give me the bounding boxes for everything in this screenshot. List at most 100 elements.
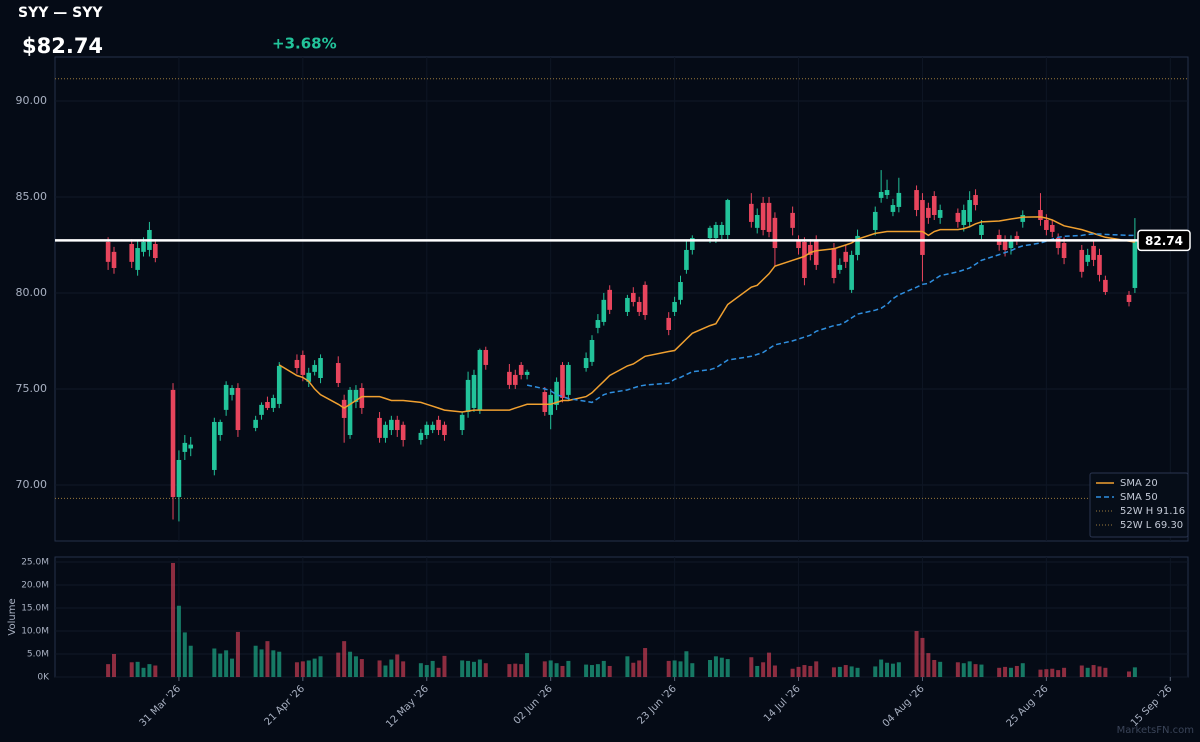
x-tick-label: 15 Sep '26 xyxy=(1129,683,1175,729)
v-tick-label: 5.0M xyxy=(27,650,49,660)
volume-bar xyxy=(424,665,429,677)
candle-body xyxy=(1038,210,1043,220)
candle-body xyxy=(796,239,801,249)
candle-body xyxy=(719,224,725,235)
candle-body xyxy=(837,264,843,270)
x-tick-label: 14 Jul '26 xyxy=(762,683,803,724)
volume-bar xyxy=(837,666,842,677)
legend-label: SMA 20 xyxy=(1120,478,1158,489)
watermark: MarketsFN.com xyxy=(1117,725,1194,736)
candle-body xyxy=(512,374,518,385)
volume-bar xyxy=(212,648,217,677)
volume-bar xyxy=(849,666,854,677)
volume-bar xyxy=(377,660,382,677)
candle-body xyxy=(459,414,465,431)
volume-bar xyxy=(967,661,972,677)
volume-bar xyxy=(513,663,518,677)
x-tick-label: 25 Aug '26 xyxy=(1005,683,1051,729)
volume-bar xyxy=(1038,669,1043,677)
volume-bar xyxy=(607,665,612,677)
volume-bar xyxy=(725,659,730,677)
volume-bar xyxy=(814,661,819,677)
y-tick-label: 80.00 xyxy=(16,286,48,299)
candle-body xyxy=(418,432,424,441)
candle-body xyxy=(1055,238,1061,249)
candle-body xyxy=(105,241,111,262)
volume-bar xyxy=(1062,667,1067,677)
volume-bar xyxy=(890,663,895,677)
candle-body xyxy=(937,210,943,218)
volume-bar xyxy=(507,664,512,677)
volume-bar xyxy=(112,654,117,677)
volume-bar xyxy=(483,663,488,677)
candle-body xyxy=(212,421,217,470)
change: +3.68% xyxy=(272,35,337,53)
volume-bar xyxy=(353,656,358,677)
candle-body xyxy=(790,212,795,228)
v-tick-label: 25.0M xyxy=(21,558,49,568)
volume-bar xyxy=(920,637,925,677)
volume-bar xyxy=(896,662,901,677)
candle-body xyxy=(914,190,919,211)
candle-body xyxy=(749,203,754,222)
volume-bar xyxy=(808,665,813,677)
volume-bar xyxy=(1126,671,1131,677)
volume-bar xyxy=(430,660,435,677)
volume-bar xyxy=(336,652,341,677)
volume-bar xyxy=(672,660,677,677)
candle-body xyxy=(849,254,854,290)
candle-body xyxy=(1091,245,1096,260)
candle-body xyxy=(1079,249,1085,272)
candle-body xyxy=(1014,235,1020,240)
x-tick-label: 12 May '26 xyxy=(384,683,431,730)
candle-body xyxy=(560,364,565,398)
volume-bar xyxy=(383,665,388,677)
candle-body xyxy=(235,387,241,431)
candle-body xyxy=(518,364,524,375)
candle-body xyxy=(253,419,258,428)
candle-body xyxy=(1085,254,1090,262)
candle-body xyxy=(394,419,400,431)
candle-body xyxy=(465,379,471,412)
volume-bar xyxy=(637,660,642,677)
volume-bar xyxy=(318,656,323,677)
x-tick-label: 21 Apr '26 xyxy=(263,683,307,727)
volume-bar xyxy=(554,663,559,677)
volume-bar xyxy=(182,632,187,677)
candle-body xyxy=(855,235,860,255)
candle-body xyxy=(554,381,559,405)
candle-body xyxy=(754,215,760,228)
volume-bar xyxy=(542,661,547,677)
volume-bar xyxy=(589,665,594,677)
x-tick-label: 31 Mar '26 xyxy=(138,683,184,729)
volume-bar xyxy=(625,656,630,677)
candle-body xyxy=(808,244,813,255)
price-panel xyxy=(54,56,1189,542)
volume-bar xyxy=(277,651,282,677)
volume-bar xyxy=(442,655,447,677)
volume-bar xyxy=(106,664,111,677)
volume-bar xyxy=(176,605,181,677)
volume-bar xyxy=(271,650,276,677)
volume-bar xyxy=(235,631,240,677)
candle-body xyxy=(318,358,323,379)
candle-body xyxy=(920,200,925,255)
volume-bar xyxy=(418,663,423,677)
candle-body xyxy=(153,243,158,259)
candle-body xyxy=(589,339,595,362)
volume-bar xyxy=(666,660,671,677)
price-tag-label: 82.74 xyxy=(1145,234,1183,248)
candle-body xyxy=(672,301,677,312)
volume-bar xyxy=(767,652,772,677)
volume-bar xyxy=(749,657,754,677)
candle-body xyxy=(353,389,359,403)
volume-bar xyxy=(997,667,1002,677)
candle-body xyxy=(359,387,365,408)
volume-bar xyxy=(961,663,966,677)
candle-body xyxy=(707,227,713,239)
candle-body xyxy=(631,292,636,302)
volume-bar xyxy=(1008,667,1013,677)
volume-bar xyxy=(141,667,146,677)
volume-bar xyxy=(708,659,713,677)
volume-bar xyxy=(519,664,524,677)
